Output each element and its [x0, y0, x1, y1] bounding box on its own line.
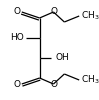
Text: CH$_3$: CH$_3$	[81, 10, 99, 22]
Text: CH$_3$: CH$_3$	[81, 74, 99, 86]
Text: O: O	[14, 7, 21, 16]
Text: HO: HO	[10, 34, 24, 42]
Text: OH: OH	[55, 54, 69, 62]
Text: O: O	[51, 80, 58, 89]
Text: O: O	[51, 7, 58, 16]
Text: O: O	[14, 80, 21, 89]
